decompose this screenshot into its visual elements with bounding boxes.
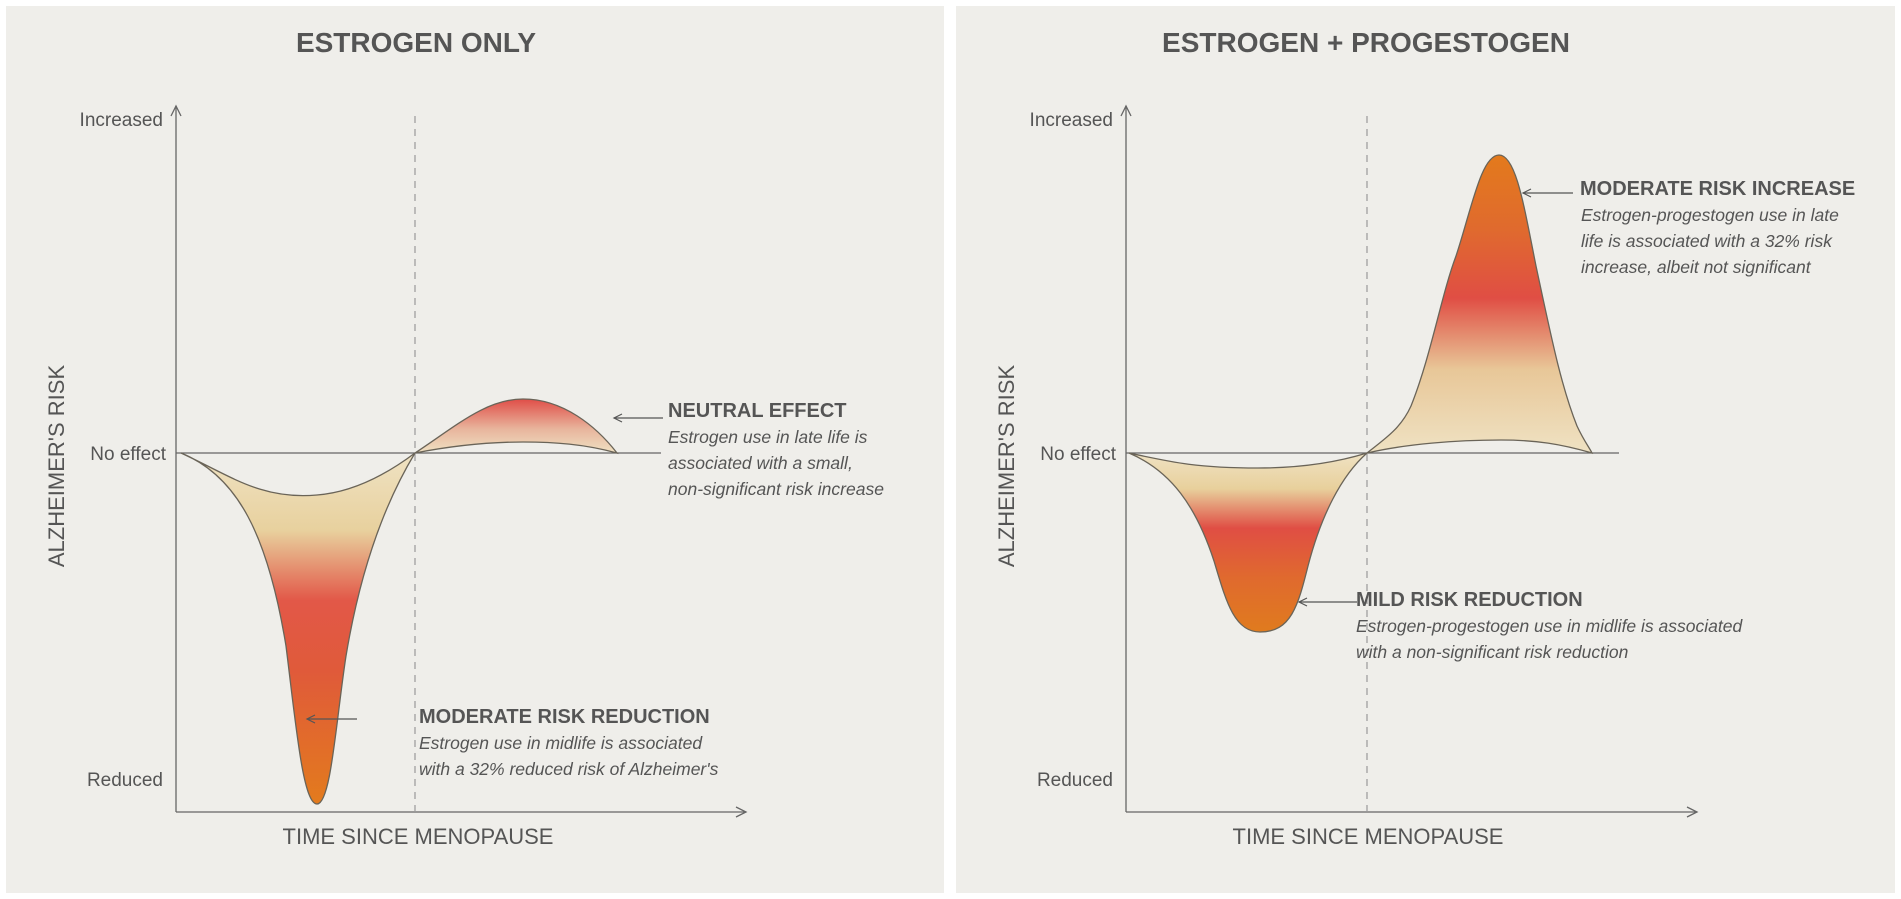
annotation-line: Estrogen-progestogen use in late bbox=[1581, 205, 1839, 225]
midlife-risk-reduction-shape bbox=[180, 452, 416, 805]
y-axis-arrowhead bbox=[1120, 104, 1132, 117]
annotation-line: increase, albeit not significant bbox=[1581, 257, 1812, 277]
y-axis-title: ALZHEIMER'S RISK bbox=[44, 365, 69, 568]
panel-title: ESTROGEN ONLY bbox=[296, 27, 536, 58]
annotation-line: associated with a small, bbox=[668, 453, 853, 473]
annotation-line: non-significant risk increase bbox=[668, 479, 884, 499]
annotation-line: life is associated with a 32% risk bbox=[1581, 231, 1833, 251]
y-tick-increased: Increased bbox=[80, 110, 163, 131]
panel-estrogen-progestogen: ESTROGEN + PROGESTOGEN Increased No effe… bbox=[956, 6, 1895, 893]
x-axis-arrowhead bbox=[735, 806, 748, 818]
panel-estrogen-only: ESTROGEN ONLY Increased No effect Reduce… bbox=[6, 6, 944, 893]
increase-arrowhead bbox=[1521, 188, 1532, 198]
midlife-mild-risk-reduction-shape bbox=[1128, 452, 1368, 633]
late-life-neutral-effect-shape bbox=[414, 398, 619, 455]
annotation-line: Estrogen use in late life is bbox=[668, 427, 868, 447]
x-axis-arrowhead bbox=[1686, 806, 1699, 818]
reduction-arrowhead bbox=[305, 714, 316, 724]
panel-title: ESTROGEN + PROGESTOGEN bbox=[1162, 27, 1570, 58]
x-axis-title: TIME SINCE MENOPAUSE bbox=[1233, 824, 1504, 849]
y-tick-increased: Increased bbox=[1030, 110, 1113, 131]
annotation-neutral-effect-heading: NEUTRAL EFFECT bbox=[668, 400, 847, 422]
annotation-mild-risk-reduction-heading: MILD RISK REDUCTION bbox=[1356, 589, 1583, 611]
neutral-arrowhead bbox=[612, 413, 623, 423]
annotation-line: Estrogen-progestogen use in midlife is a… bbox=[1356, 616, 1743, 636]
y-tick-no-effect: No effect bbox=[90, 444, 166, 465]
annotation-moderate-risk-increase-heading: MODERATE RISK INCREASE bbox=[1580, 178, 1855, 200]
diagram-estrogen-only: ESTROGEN ONLY Increased No effect Reduce… bbox=[44, 27, 884, 849]
y-axis-title: ALZHEIMER'S RISK bbox=[994, 365, 1019, 568]
annotation-line: with a non-significant risk reduction bbox=[1356, 642, 1628, 662]
y-tick-reduced: Reduced bbox=[87, 770, 163, 791]
annotation-line: Estrogen use in midlife is associated bbox=[419, 733, 703, 753]
mild-reduction-arrowhead bbox=[1297, 597, 1308, 607]
annotation-line: with a 32% reduced risk of Alzheimer's bbox=[419, 759, 719, 779]
annotation-moderate-risk-reduction-heading: MODERATE RISK REDUCTION bbox=[419, 706, 710, 728]
y-tick-no-effect: No effect bbox=[1040, 444, 1116, 465]
diagram-estrogen-progestogen: ESTROGEN + PROGESTOGEN Increased No effe… bbox=[994, 27, 1855, 849]
x-axis-title: TIME SINCE MENOPAUSE bbox=[283, 824, 554, 849]
y-tick-reduced: Reduced bbox=[1037, 770, 1113, 791]
y-axis-arrowhead bbox=[170, 104, 182, 117]
late-life-moderate-risk-increase-shape bbox=[1366, 154, 1594, 455]
